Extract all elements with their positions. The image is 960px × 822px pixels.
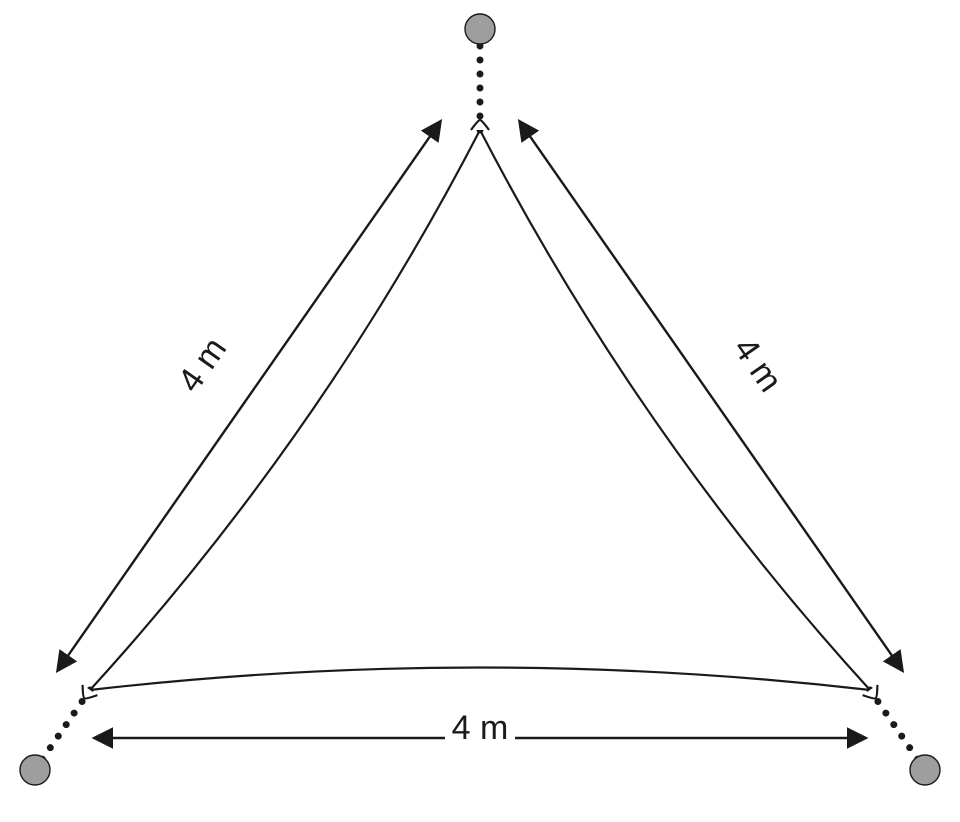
dimension-text-bottom: 4 m — [452, 709, 509, 747]
anchor-left — [20, 755, 50, 785]
dimension-label-bottom: 4 m — [445, 708, 515, 752]
sail-shape — [90, 130, 870, 690]
dimension-label-left: 4 m — [166, 325, 242, 408]
dimension-label-right: 4 m — [718, 325, 794, 408]
dimension-lines: 4 m 4 m 4 m — [58, 122, 902, 752]
shade-sail-diagram: 4 m 4 m 4 m — [0, 0, 960, 822]
corner-rings — [83, 120, 878, 698]
anchor-top — [465, 14, 495, 44]
anchor-right — [910, 755, 940, 785]
dimension-line-left — [58, 122, 440, 670]
dimension-line-right — [520, 122, 902, 670]
anchor-ropes — [35, 29, 925, 770]
ring-top — [471, 120, 489, 130]
